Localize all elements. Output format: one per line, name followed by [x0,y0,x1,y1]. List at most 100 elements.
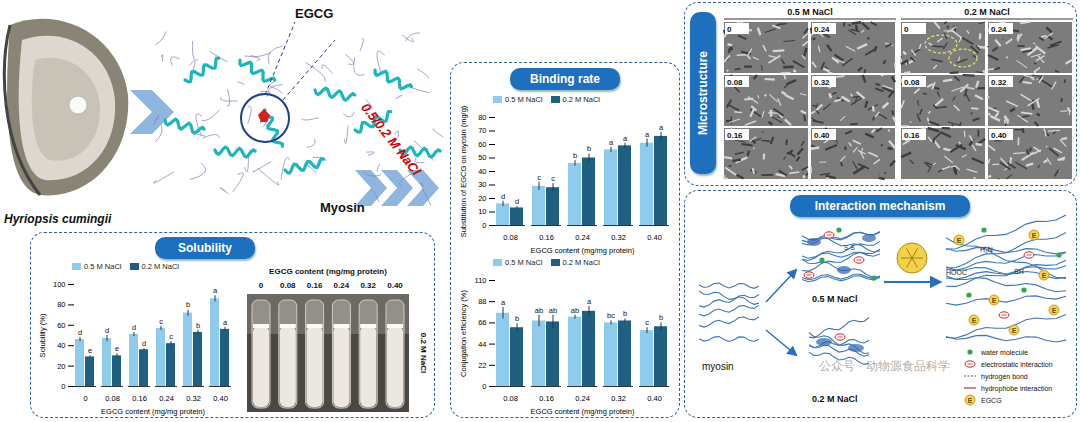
svg-text:E: E [992,297,997,304]
svg-text:0.32: 0.32 [814,78,830,87]
svg-text:0.16: 0.16 [539,394,554,403]
svg-text:0.08: 0.08 [503,233,518,242]
svg-text:0.32: 0.32 [186,394,201,403]
svg-text:0.24: 0.24 [575,233,590,242]
svg-text:a: a [501,298,506,307]
svg-text:30: 30 [478,180,486,189]
svg-text:Solubility (%): Solubility (%) [38,313,47,357]
svg-text:EGCG content (mg/mg protein): EGCG content (mg/mg protein) [531,246,635,255]
svg-text:80: 80 [57,300,65,309]
svg-text:0.16: 0.16 [904,131,920,140]
svg-text:60: 60 [57,321,65,330]
svg-text:20: 20 [57,362,65,371]
svg-text:ab: ab [535,306,543,315]
svg-text:S-S: S-S [844,244,856,251]
svg-text:bc: bc [607,311,615,320]
svg-text:0.16: 0.16 [727,131,743,140]
svg-text:a: a [623,134,628,143]
svg-text:EGCG content (mg/mg protein): EGCG content (mg/mg protein) [531,407,635,416]
svg-text:c: c [169,332,173,341]
svg-text:EGCG content (mg/mg protein): EGCG content (mg/mg protein) [101,407,205,416]
svg-text:公众号 · 动物源食品科学: 公众号 · 动物源食品科学 [819,359,950,373]
svg-text:44: 44 [478,340,486,349]
svg-text:0.08: 0.08 [503,394,518,403]
svg-text:b: b [587,144,591,153]
svg-text:b: b [186,300,190,309]
svg-text:myosin: myosin [702,361,734,372]
svg-text:b: b [659,313,663,322]
svg-text:0.08: 0.08 [105,394,120,403]
svg-text:SH: SH [1014,268,1024,275]
svg-text:a: a [223,318,228,327]
svg-text:0: 0 [904,25,909,34]
svg-text:20: 20 [478,194,486,203]
svg-text:0.24: 0.24 [575,394,590,403]
svg-text:d: d [105,326,109,335]
svg-text:0.32: 0.32 [360,281,376,290]
svg-text:E: E [957,237,962,244]
svg-text:b: b [623,309,627,318]
svg-text:110: 110 [475,276,487,285]
svg-text:hydrophobe interaction: hydrophobe interaction [981,385,1052,393]
svg-text:c: c [551,174,555,183]
svg-text:a: a [659,123,664,132]
svg-text:a: a [645,130,650,139]
svg-text:60: 60 [478,140,486,149]
svg-text:d: d [501,192,505,201]
svg-text:80: 80 [478,113,486,122]
svg-text:40: 40 [57,341,65,350]
svg-text:22: 22 [478,361,486,370]
svg-text:0.16: 0.16 [539,233,554,242]
svg-text:E: E [1052,307,1057,314]
svg-text:0.08: 0.08 [280,281,296,290]
svg-text:E: E [968,397,973,404]
svg-text:0.2 M NaCl: 0.2 M NaCl [964,7,1010,17]
svg-text:EGCG content (mg/mg protein): EGCG content (mg/mg protein) [269,267,387,276]
svg-text:70: 70 [478,126,486,135]
svg-text:a: a [587,297,592,306]
svg-text:d: d [132,323,136,332]
svg-text:0.40: 0.40 [647,233,662,242]
svg-text:hydrogen bond: hydrogen bond [981,373,1028,381]
svg-text:H₂N: H₂N [980,246,993,253]
svg-text:d: d [78,328,82,337]
svg-text:0.5 M NaCl: 0.5 M NaCl [787,7,833,17]
svg-text:0: 0 [83,394,87,403]
svg-text:Myosin: Myosin [320,200,365,215]
svg-text:ab: ab [549,306,557,315]
svg-text:0.24: 0.24 [334,281,350,290]
svg-text:0.16: 0.16 [132,394,147,403]
svg-text:10: 10 [478,207,486,216]
svg-text:0.08: 0.08 [727,78,743,87]
svg-text:e: e [88,346,92,355]
svg-text:0.32: 0.32 [611,233,626,242]
svg-text:b: b [573,151,577,160]
svg-text:0.40: 0.40 [991,131,1007,140]
svg-text:50: 50 [478,153,486,162]
svg-text:E: E [1042,272,1047,279]
svg-text:a: a [609,138,614,147]
svg-text:0.24: 0.24 [991,25,1007,34]
svg-text:0.32: 0.32 [611,394,626,403]
svg-text:d: d [142,339,146,348]
svg-text:a: a [213,286,218,295]
svg-text:b: b [196,321,200,330]
svg-text:0.40: 0.40 [814,131,830,140]
svg-text:66: 66 [478,318,486,327]
svg-text:b: b [515,314,519,323]
svg-text:0: 0 [482,382,486,391]
svg-text:Substitution of EGCG on myosin: Substitution of EGCG on myosin (mg/g) [459,105,468,237]
svg-text:0.24: 0.24 [159,394,174,403]
svg-text:88: 88 [478,297,486,306]
svg-text:E: E [972,317,977,324]
svg-text:EGCG: EGCG [295,6,333,21]
svg-text:Conjugation efficiency (%): Conjugation efficiency (%) [459,290,468,377]
svg-text:0: 0 [727,25,732,34]
svg-text:E: E [1032,232,1037,239]
svg-text:0.2 M NaCl: 0.2 M NaCl [419,333,428,373]
svg-text:0.2 M NaCl: 0.2 M NaCl [812,394,858,404]
svg-text:E: E [1012,327,1017,334]
svg-text:0: 0 [61,382,65,391]
svg-text:ab: ab [571,306,579,315]
svg-text:d: d [515,197,519,206]
